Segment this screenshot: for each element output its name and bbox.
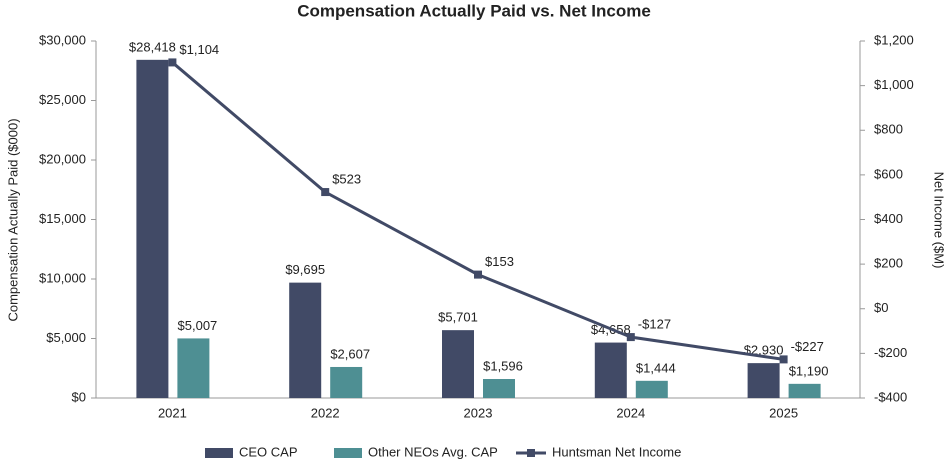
line-marker <box>779 355 788 364</box>
bar <box>788 383 821 398</box>
line <box>171 61 784 361</box>
data-label: $2,607 <box>330 346 370 361</box>
line-marker <box>474 270 482 279</box>
data-label: $5,007 <box>178 318 218 333</box>
y2-tick-label: $200 <box>874 256 903 271</box>
bar <box>594 342 627 398</box>
y-axis-title: Compensation Actually Paid ($000) <box>5 118 20 321</box>
x-tick-label: 2021 <box>158 405 187 420</box>
bar <box>289 282 322 398</box>
data-label: $523 <box>332 171 361 186</box>
data-label: $5,701 <box>438 310 478 325</box>
x-tick-label: 2024 <box>616 405 645 420</box>
y2-tick-label: -$200 <box>874 345 907 360</box>
bar <box>177 338 210 398</box>
data-label: -$127 <box>638 317 671 332</box>
y-tick-label: $0 <box>72 389 86 404</box>
data-label: $28,418 <box>129 39 176 54</box>
y-tick-label: $15,000 <box>39 211 86 226</box>
data-label: $1,104 <box>179 42 219 57</box>
y2-tick-label: $0 <box>874 300 888 315</box>
y2-tick-label: $1,000 <box>874 77 914 92</box>
y-tick-label: $10,000 <box>39 270 86 285</box>
x-tick-label: 2023 <box>464 405 493 420</box>
data-label: $9,695 <box>285 262 325 277</box>
chart-title: Compensation Actually Paid vs. Net Incom… <box>297 1 651 20</box>
bar <box>635 380 668 398</box>
legend-swatch <box>334 448 362 458</box>
data-label: $1,444 <box>636 360 676 375</box>
legend-label: Huntsman Net Income <box>552 444 681 459</box>
line-marker <box>626 333 635 342</box>
y-tick-label: $5,000 <box>46 330 86 345</box>
data-label: $1,596 <box>483 358 523 373</box>
y-tick-label: $30,000 <box>39 32 86 47</box>
line-marker <box>168 58 177 67</box>
legend-swatch <box>205 448 233 458</box>
y-tick-label: $20,000 <box>39 151 86 166</box>
bar <box>442 330 474 398</box>
data-label: -$227 <box>791 339 824 354</box>
x-tick-label: 2025 <box>769 405 798 420</box>
legend-swatch <box>527 449 535 457</box>
y2-tick-label: -$400 <box>874 389 907 404</box>
x-tick-label: 2022 <box>311 405 340 420</box>
legend-label: CEO CAP <box>239 444 298 459</box>
bar <box>330 366 363 398</box>
y2-tick-label: $600 <box>874 166 903 181</box>
bar <box>136 59 169 398</box>
bar <box>483 379 515 398</box>
y2-tick-label: $1,200 <box>874 32 914 47</box>
data-label: $1,190 <box>789 363 829 378</box>
legend-label: Other NEOs Avg. CAP <box>368 444 498 459</box>
y2-tick-label: $800 <box>874 122 903 137</box>
data-label: $153 <box>485 254 514 269</box>
y2-tick-label: $400 <box>874 211 903 226</box>
bar <box>747 363 780 398</box>
y-tick-label: $25,000 <box>39 92 86 107</box>
line-marker <box>321 188 330 197</box>
y2-axis-title: Net Income ($M) <box>932 172 947 269</box>
